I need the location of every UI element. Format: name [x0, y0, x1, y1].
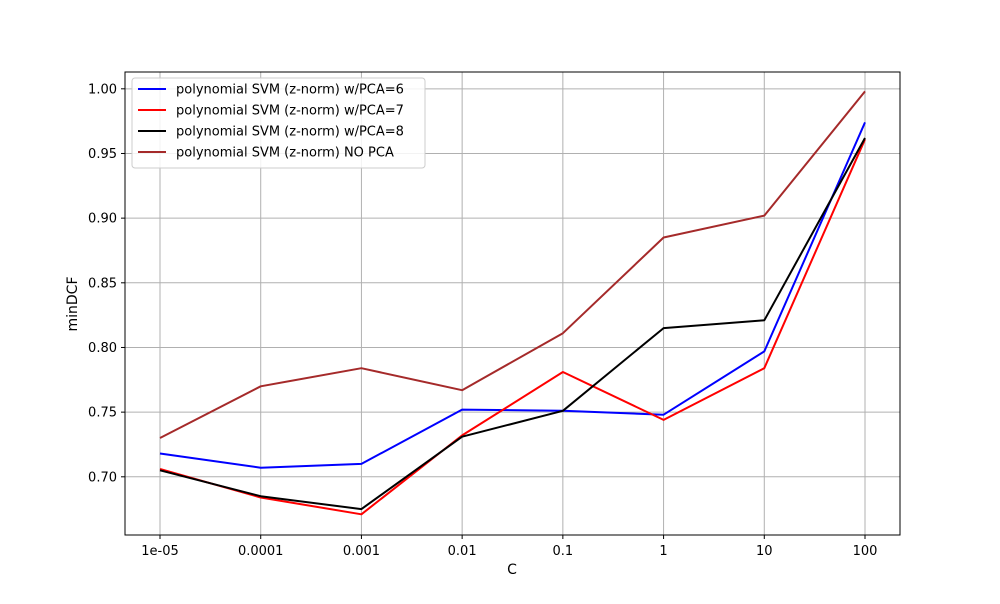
- legend-entry-label: polynomial SVM (z-norm) w/PCA=6: [176, 83, 404, 98]
- series-line-1: [159, 121, 866, 469]
- y-tick-label: 1.00: [88, 82, 117, 97]
- legend: polynomial SVM (z-norm) w/PCA=6 polynomia…: [131, 77, 426, 169]
- y-tick-label: 0.70: [88, 470, 117, 485]
- y-tick-label: 0.95: [88, 147, 117, 162]
- x-tick-label: 0.1: [553, 544, 574, 559]
- series-line-4: [159, 90, 866, 439]
- x-tick-label: 1: [659, 544, 667, 559]
- grid-layer: [125, 72, 900, 535]
- x-tick-label: 0.001: [343, 544, 380, 559]
- series-layer: [159, 90, 866, 516]
- x-tick-label: 0.0001: [238, 544, 284, 559]
- x-tick-label: 0.01: [448, 544, 477, 559]
- legend-box: [131, 77, 426, 169]
- tick-layer: 1e-05 0.0001 0.001 0.01 0.1 1 10 100 0.70 0.75 0.8…: [88, 82, 877, 559]
- legend-entry-label: polynomial SVM (z-norm) NO PCA: [176, 146, 394, 161]
- y-tick-label: 0.90: [88, 212, 117, 227]
- y-tick-label: 0.80: [88, 341, 117, 356]
- y-tick-label: 0.75: [88, 406, 117, 421]
- x-tick-label: 10: [756, 544, 773, 559]
- y-axis-label: minDCF: [65, 276, 81, 331]
- series-line-2: [159, 138, 866, 516]
- x-axis-label: C: [507, 562, 517, 578]
- legend-entry-label: polynomial SVM (z-norm) w/PCA=8: [176, 125, 404, 140]
- series-line-3: [159, 137, 866, 511]
- y-tick-label: 0.85: [88, 276, 117, 291]
- x-tick-label: 100: [853, 544, 878, 559]
- legend-entry-label: polynomial SVM (z-norm) w/PCA=7: [176, 104, 404, 119]
- plot-frame: [124, 71, 901, 536]
- x-tick-label: 1e-05: [141, 544, 179, 559]
